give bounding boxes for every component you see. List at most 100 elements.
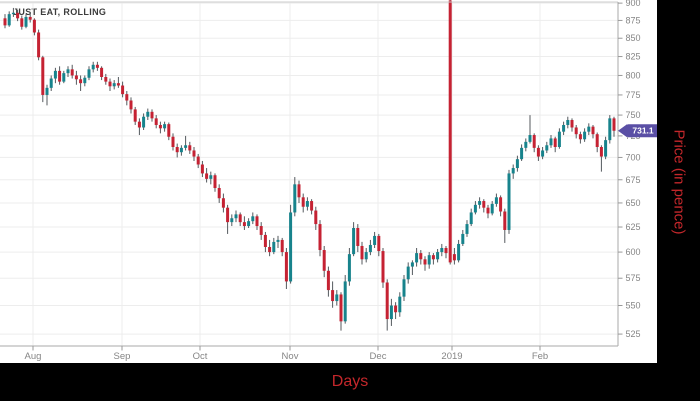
candle-body-up — [234, 214, 238, 219]
candle-body-down — [280, 239, 284, 253]
candle-body-down — [377, 235, 381, 252]
candle-body-down — [70, 69, 74, 76]
candle-body-down — [100, 67, 104, 77]
candle-body-up — [583, 131, 587, 140]
candle-body-down — [137, 121, 141, 128]
candle-body-up — [528, 135, 532, 142]
candle-body-up — [406, 266, 410, 280]
candle-body-down — [360, 245, 364, 260]
y-tick-label: 875 — [626, 15, 641, 25]
candle-body-down — [167, 124, 171, 137]
candle-body-down — [238, 214, 242, 223]
candle-body-down — [599, 147, 603, 157]
candle-body-down — [553, 138, 557, 148]
candle-body-down — [16, 12, 20, 19]
candle-body-up — [11, 12, 15, 15]
candle-body-up — [440, 248, 444, 253]
last-price-badge-arrow — [618, 124, 627, 138]
candle-body-down — [326, 270, 330, 291]
bottom-axis-band: Days — [0, 363, 700, 401]
candle-body-up — [163, 124, 167, 129]
candle-body-down — [242, 222, 246, 227]
candle-body-up — [45, 87, 49, 95]
price-axis-title: Price (in pence) — [670, 128, 687, 235]
x-tick-label: Dec — [370, 351, 387, 362]
y-tick-label: 800 — [626, 70, 641, 80]
y-tick-label: 600 — [626, 247, 641, 257]
candle-body-up — [541, 150, 545, 157]
x-tick-label: Oct — [193, 351, 208, 362]
y-tick-label: 750 — [626, 110, 641, 120]
candle-body-down — [196, 156, 200, 165]
candle-body-up — [53, 70, 57, 79]
candle-body-down — [263, 234, 267, 247]
candle-body-up — [436, 252, 440, 260]
right-axis-band: Price (in pence) — [657, 0, 700, 363]
candle-body-down — [423, 259, 427, 265]
candle-body-up — [142, 116, 146, 128]
candle-body-up — [398, 296, 402, 313]
candle-body-up — [293, 184, 297, 213]
last-price-badge — [626, 124, 657, 138]
candle-body-down — [482, 201, 486, 208]
candle-body-up — [608, 118, 612, 141]
candle-body-down — [175, 147, 179, 153]
candle-body-down — [297, 184, 301, 198]
candle-body-down — [448, 0, 452, 263]
candle-body-up — [478, 201, 482, 205]
candle-body-down — [95, 64, 99, 68]
y-tick-label: 550 — [626, 301, 641, 311]
candle-body-down — [188, 145, 192, 151]
candle-body-down — [314, 210, 318, 225]
candle-body-up — [549, 138, 553, 146]
x-tick-label: 2019 — [441, 351, 462, 362]
candle-body-down — [255, 216, 259, 227]
candle-body-up — [545, 145, 549, 151]
candle-body-down — [121, 85, 125, 95]
candle-body-down — [339, 294, 343, 322]
y-tick-label: 700 — [626, 152, 641, 162]
candle-body-up — [402, 279, 406, 297]
candle-body-up — [490, 203, 494, 214]
candle-body-up — [7, 14, 11, 26]
candle-body-up — [520, 147, 524, 160]
candle-body-up — [352, 228, 356, 255]
candle-body-up — [62, 73, 66, 82]
candle-body-down — [431, 255, 435, 260]
candle-body-down — [595, 134, 599, 148]
candle-body-down — [129, 100, 133, 110]
candle-body-up — [91, 64, 95, 70]
candle-body-down — [499, 197, 503, 212]
candle-body-down — [133, 109, 137, 122]
candle-body-down — [158, 124, 162, 129]
candle-body-up — [305, 201, 309, 207]
candle-body-down — [154, 118, 158, 125]
candle-body-down — [612, 118, 616, 131]
candle-body-down — [301, 197, 305, 207]
y-tick-label: 525 — [626, 329, 641, 339]
candle-body-up — [511, 168, 515, 174]
y-tick-label: 675 — [626, 175, 641, 185]
candle-body-down — [116, 83, 120, 86]
candle-body-up — [24, 16, 28, 27]
candle-body-up — [368, 244, 372, 253]
candle-body-down — [79, 79, 83, 84]
candle-body-down — [104, 76, 108, 82]
y-tick-label: 650 — [626, 198, 641, 208]
candle-body-down — [444, 248, 448, 254]
x-tick-label: Feb — [532, 351, 548, 362]
candle-body-up — [515, 159, 519, 169]
candle-body-up — [473, 204, 477, 213]
candle-body-up — [247, 221, 251, 227]
candlestick-chart: 9008758508258007757507257006756506256005… — [0, 0, 657, 362]
candle-body-up — [524, 141, 528, 148]
candle-body-down — [108, 81, 112, 87]
candle-body-up — [184, 145, 188, 148]
candle-body-up — [146, 111, 150, 117]
candle-body-down — [125, 94, 129, 101]
candle-body-down — [3, 18, 7, 26]
candle-body-up — [87, 69, 91, 78]
candle-body-up — [289, 212, 293, 282]
candle-body-down — [259, 226, 263, 235]
